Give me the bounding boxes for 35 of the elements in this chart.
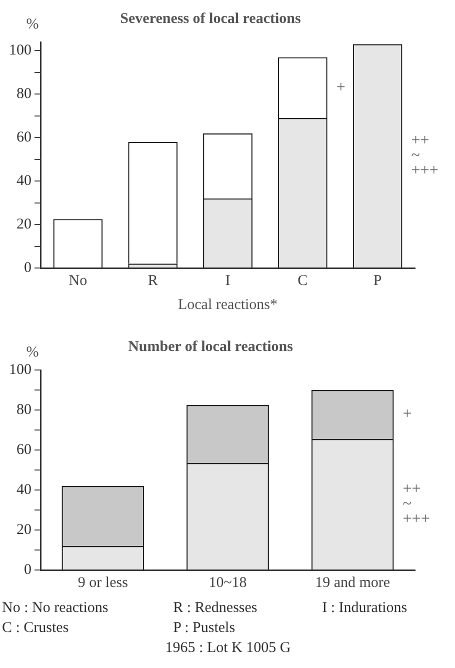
x-tick-label: 19 and more (315, 574, 390, 591)
series-label: ++ ~ +++ (402, 480, 430, 528)
y-tick-label: 60 (16, 130, 32, 146)
y-tick-label: 60 (16, 442, 32, 458)
x-tick-label: I (225, 272, 230, 289)
x-tick-label: 10~18 (208, 574, 247, 591)
series-label: + (336, 78, 346, 96)
chart-title: Number of local reactions (128, 338, 294, 355)
x-tick-label: No (68, 272, 88, 289)
text: P : Pustels (173, 619, 236, 638)
series-label: + (402, 406, 412, 423)
chart-title: Severeness of local reactions (120, 10, 301, 27)
y-tick-label: 0 (24, 260, 32, 276)
x-axis-title: Local reactions* (178, 296, 278, 313)
y-tick-label: 20 (16, 216, 32, 232)
y-tick-label: 40 (16, 173, 32, 190)
y-tick-label: 80 (16, 402, 32, 418)
text: 1965 : Lot K 1005 G (164, 639, 292, 658)
y-tick-label: 40 (16, 482, 32, 498)
y-tick-label: 0 (24, 562, 32, 578)
text: I : Indurations (322, 599, 408, 618)
text: No : No reactions (2, 599, 110, 618)
y-axis-title: % (26, 16, 39, 32)
series-label: ++ ~ +++ (411, 132, 438, 180)
x-tick-label: 9 or less (78, 574, 128, 591)
x-tick-label: C (298, 272, 308, 289)
y-tick-label: 20 (16, 522, 32, 538)
text: R : Rednesses (173, 599, 258, 618)
y-axis-title: % (26, 344, 39, 360)
y-tick-label: 100 (9, 42, 32, 59)
x-tick-label: P (373, 272, 382, 289)
text: C : Crustes (2, 619, 70, 638)
y-tick-label: 100 (9, 362, 32, 378)
x-tick-label: R (148, 272, 158, 289)
y-tick-label: 80 (16, 86, 32, 102)
